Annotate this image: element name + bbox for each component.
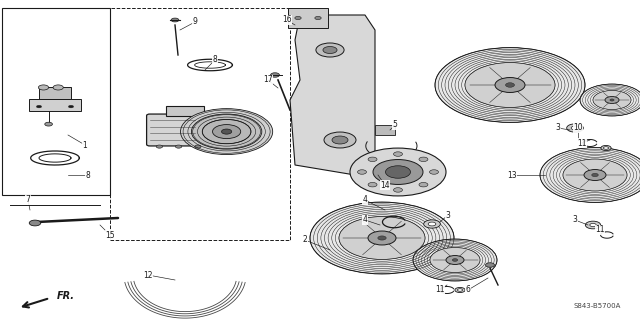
Circle shape	[271, 73, 280, 77]
Circle shape	[580, 84, 640, 116]
Text: 11: 11	[595, 226, 605, 234]
Text: 17: 17	[263, 76, 273, 85]
Circle shape	[540, 148, 640, 203]
Circle shape	[29, 220, 41, 226]
Circle shape	[36, 105, 42, 108]
Circle shape	[53, 85, 63, 90]
Circle shape	[175, 145, 182, 148]
Circle shape	[506, 83, 515, 87]
Circle shape	[368, 157, 377, 161]
Bar	[376, 125, 395, 135]
Text: 11: 11	[435, 286, 445, 294]
FancyBboxPatch shape	[147, 114, 223, 146]
Circle shape	[458, 289, 463, 291]
Circle shape	[435, 48, 585, 122]
Text: 4: 4	[363, 196, 367, 204]
Circle shape	[212, 125, 241, 139]
Circle shape	[394, 188, 403, 192]
Circle shape	[191, 114, 262, 149]
Bar	[288, 8, 328, 28]
Circle shape	[566, 124, 583, 132]
Circle shape	[68, 105, 74, 108]
Text: 3: 3	[556, 123, 561, 132]
Circle shape	[428, 222, 436, 226]
Circle shape	[593, 91, 631, 109]
Circle shape	[202, 120, 251, 144]
Circle shape	[385, 166, 410, 178]
Circle shape	[429, 170, 438, 174]
Bar	[166, 106, 204, 116]
Circle shape	[413, 239, 497, 281]
Circle shape	[590, 223, 596, 226]
Text: 13: 13	[507, 170, 517, 180]
Circle shape	[315, 16, 321, 19]
Circle shape	[571, 126, 579, 130]
Circle shape	[350, 148, 446, 196]
Circle shape	[430, 248, 480, 272]
Circle shape	[446, 256, 464, 264]
Circle shape	[452, 259, 458, 261]
Circle shape	[465, 63, 555, 108]
Circle shape	[419, 157, 428, 161]
Circle shape	[394, 152, 403, 156]
Circle shape	[295, 16, 301, 19]
Circle shape	[221, 129, 232, 134]
Circle shape	[324, 132, 356, 148]
Circle shape	[45, 122, 52, 126]
Circle shape	[332, 136, 348, 144]
Bar	[39, 87, 71, 99]
Text: 11: 11	[577, 138, 587, 147]
Circle shape	[323, 47, 337, 54]
Text: 5: 5	[392, 121, 397, 130]
Text: 14: 14	[380, 181, 390, 189]
Circle shape	[339, 217, 425, 259]
Text: 16: 16	[282, 16, 292, 25]
Circle shape	[358, 170, 367, 174]
Text: 15: 15	[105, 231, 115, 240]
Circle shape	[455, 287, 465, 293]
Circle shape	[592, 173, 598, 177]
Text: 3: 3	[573, 216, 577, 225]
Bar	[29, 99, 81, 111]
Text: 8: 8	[86, 170, 90, 180]
Text: 10: 10	[573, 123, 583, 132]
Bar	[2, 8, 110, 195]
Text: 9: 9	[193, 18, 197, 26]
Bar	[110, 8, 290, 240]
Circle shape	[180, 109, 273, 155]
Circle shape	[171, 18, 179, 22]
Text: 1: 1	[83, 140, 88, 150]
Circle shape	[584, 169, 606, 181]
Text: 7: 7	[26, 196, 31, 204]
Text: 12: 12	[143, 271, 153, 279]
Circle shape	[601, 145, 611, 151]
Circle shape	[586, 221, 601, 229]
Circle shape	[38, 85, 49, 90]
Circle shape	[316, 43, 344, 57]
Text: 6: 6	[465, 286, 470, 294]
Text: 8: 8	[212, 56, 218, 64]
Text: 4: 4	[363, 216, 367, 225]
Circle shape	[604, 147, 609, 149]
Polygon shape	[290, 15, 375, 175]
Circle shape	[368, 231, 396, 245]
Circle shape	[373, 160, 423, 184]
Text: S843-B5700A: S843-B5700A	[573, 303, 621, 309]
Circle shape	[195, 145, 201, 148]
Circle shape	[605, 97, 619, 103]
Text: 2: 2	[303, 235, 307, 244]
Text: FR.: FR.	[56, 291, 74, 301]
Circle shape	[486, 263, 495, 267]
Circle shape	[156, 145, 163, 148]
Circle shape	[495, 78, 525, 93]
Circle shape	[378, 236, 386, 240]
Text: 3: 3	[445, 211, 451, 219]
Circle shape	[563, 159, 627, 191]
Circle shape	[419, 182, 428, 187]
Circle shape	[610, 99, 614, 101]
Circle shape	[368, 182, 377, 187]
Circle shape	[424, 220, 440, 228]
Circle shape	[310, 202, 454, 274]
